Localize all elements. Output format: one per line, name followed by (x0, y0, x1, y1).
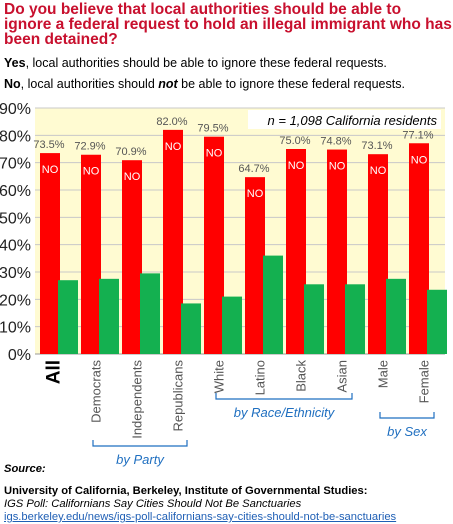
bar-yes (345, 284, 365, 354)
bar-no-label: NO (124, 171, 141, 183)
bar-no (409, 143, 429, 354)
source-organization: University of California, Berkeley, Inst… (4, 485, 368, 497)
no-word: No (4, 77, 21, 91)
y-tick-label: 80% (0, 128, 31, 145)
x-tick-label: Democrats (89, 360, 104, 423)
y-tick-label: 10% (0, 320, 31, 337)
bar-no (368, 154, 388, 354)
source-title: IGS Poll: Californians Say Cities Should… (4, 498, 302, 510)
y-tick-label: 60% (0, 183, 31, 200)
data-label: 74.8% (320, 136, 351, 148)
x-tick-label: Asian (335, 360, 350, 393)
y-tick-label: 30% (0, 265, 31, 282)
no-definition-text-1: , local authorities should (20, 77, 159, 91)
x-tick-label: All (44, 360, 65, 384)
no-definition-text-2: be able to ignore these federal requests… (177, 77, 405, 91)
group-label: by Race/Ethnicity (234, 405, 336, 420)
source-link[interactable]: igs.berkeley.edu/news/igs-poll-californi… (4, 511, 397, 523)
x-tick-label: Male (376, 360, 391, 388)
bar-yes (427, 289, 447, 354)
data-label: 70.9% (115, 146, 146, 158)
bar-no-label: NO (329, 161, 346, 173)
bar-no (163, 129, 183, 354)
no-definition-not: not (158, 77, 178, 91)
data-label: 82.0% (156, 116, 187, 128)
bar-no-label: NO (288, 160, 305, 172)
bar-yes (386, 278, 406, 354)
group-bracket (379, 412, 435, 419)
chart-question: Do you believe that local authorities sh… (4, 1, 452, 48)
bar-no (327, 149, 347, 354)
bar-no-label: NO (411, 154, 428, 166)
annotation-box (248, 110, 441, 129)
bar-no (81, 154, 101, 354)
bar-yes (58, 280, 78, 354)
bar-no (122, 160, 142, 354)
data-label: 73.5% (33, 139, 64, 151)
y-tick-label: 90% (0, 101, 31, 118)
sample-size-annotation: n = 1,098 California residents (268, 113, 438, 128)
x-tick-label: Latino (253, 360, 268, 395)
x-tick-label: Republicans (171, 360, 186, 432)
y-tick-label: 40% (0, 238, 31, 255)
group-label: by Party (116, 452, 165, 467)
data-label: 75.0% (279, 135, 310, 147)
bar-no-label: NO (165, 141, 182, 153)
legend-no-definition: No, local authorities should not be able… (4, 77, 405, 92)
bar-no-label: NO (42, 164, 59, 176)
bar-no-label: NO (206, 148, 223, 160)
yes-definition-text: , local authorities should be able to ig… (25, 56, 387, 70)
group-bracket (92, 440, 188, 447)
y-tick-label: 50% (0, 210, 31, 227)
data-label: 73.1% (361, 140, 392, 152)
bar-yes (222, 296, 242, 354)
bar-yes (140, 273, 160, 354)
source-label: Source: (4, 463, 46, 475)
x-tick-label: Black (294, 360, 309, 392)
group-label: by Sex (387, 424, 427, 439)
x-tick-label: Female (417, 360, 432, 403)
y-tick-label: 70% (0, 156, 31, 173)
bar-no (286, 149, 306, 354)
bar-no (40, 153, 60, 354)
bar-yes (263, 255, 283, 354)
bar-yes (304, 284, 324, 354)
bar-no-label: NO (370, 165, 387, 177)
legend-yes-definition: Yes, local authorities should be able to… (4, 56, 387, 71)
bar-no (204, 136, 224, 354)
bar-no-label: NO (247, 188, 264, 200)
y-tick-label: 0% (8, 347, 31, 364)
x-tick-label: Independents (130, 360, 145, 439)
bar-yes (181, 303, 201, 354)
data-label: 77.1% (402, 129, 433, 141)
data-label: 72.9% (74, 141, 105, 153)
bar-yes (99, 278, 119, 354)
yes-word: Yes (4, 56, 26, 70)
y-tick-label: 20% (0, 292, 31, 309)
x-tick-label: White (212, 360, 227, 393)
bar-chart: 0% 10% 20% 30% 40% 50% 60% 70% 80% 90% NO 73.5% All N… (0, 101, 447, 467)
bar-no-label: NO (83, 166, 100, 178)
bar-no (245, 177, 265, 354)
group-bracket (215, 393, 353, 400)
data-label: 79.5% (197, 123, 228, 135)
data-label: 64.7% (238, 163, 269, 175)
